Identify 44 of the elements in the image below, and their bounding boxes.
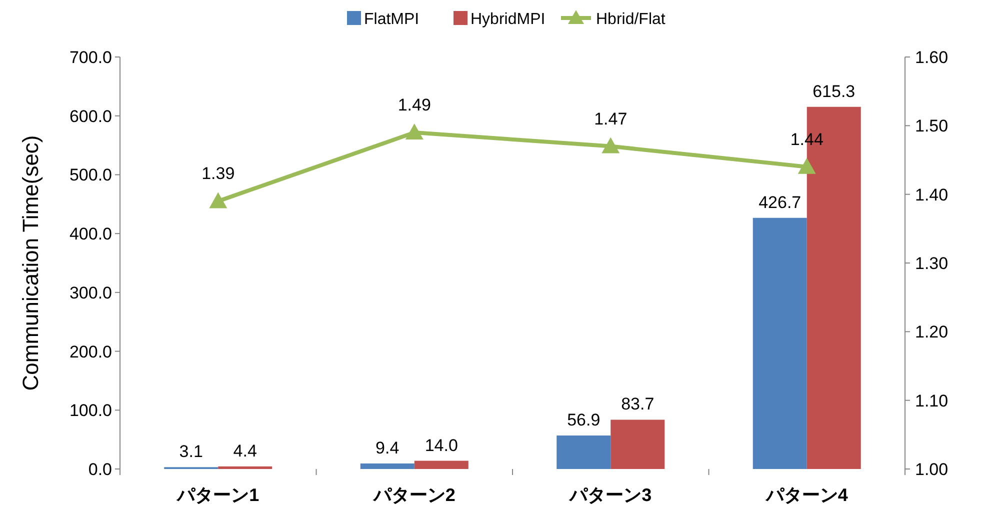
legend-label: HybridMPI xyxy=(470,11,546,28)
data-label: 1.47 xyxy=(594,109,628,128)
data-label: 9.4 xyxy=(376,438,400,458)
y2-tick-label: 1.20 xyxy=(915,322,948,342)
data-label: 14.0 xyxy=(424,436,458,455)
y-tick-label: 100.0 xyxy=(69,401,112,420)
legend-label: Hbrid/Flat xyxy=(596,11,666,28)
point xyxy=(798,158,816,174)
data-label: 426.7 xyxy=(758,192,802,212)
y2-tick-label: 1.60 xyxy=(915,48,948,67)
x-tick-label: パターン4 xyxy=(764,485,848,505)
data-label: 1.39 xyxy=(202,164,235,184)
y2-tick-label: 1.50 xyxy=(915,116,948,136)
bar xyxy=(610,420,665,469)
y-tick-label: 500.0 xyxy=(69,166,112,185)
point xyxy=(602,137,620,154)
legend-label: FlatMPI xyxy=(364,11,420,28)
bar xyxy=(752,218,807,469)
y-axis-title: Communication Time(sec) xyxy=(18,135,43,391)
y2-tick-label: 1.30 xyxy=(915,254,948,273)
y-tick-label: 300.0 xyxy=(69,283,112,302)
data-label: 615.3 xyxy=(812,82,856,101)
y-tick-label: 700.0 xyxy=(69,48,112,67)
data-label: 3.1 xyxy=(179,442,203,462)
x-tick-label: パターン3 xyxy=(568,485,652,505)
data-label: 83.7 xyxy=(621,394,654,414)
data-label: 1.49 xyxy=(398,96,431,115)
y-tick-label: 400.0 xyxy=(69,224,112,244)
x-tick-label: パターン2 xyxy=(372,485,456,505)
y-tick-label: 600.0 xyxy=(69,106,112,126)
bar xyxy=(360,463,414,469)
y2-tick-label: 1.10 xyxy=(915,391,948,410)
point xyxy=(405,124,424,140)
y-tick-label: 0.0 xyxy=(88,460,112,479)
data-label: 56.9 xyxy=(567,410,600,430)
y2-tick-label: 1.40 xyxy=(915,185,948,204)
point xyxy=(209,192,228,208)
bar xyxy=(556,436,611,469)
bar xyxy=(414,460,468,469)
y-tick-label: 200.0 xyxy=(69,342,112,362)
data-label: 4.4 xyxy=(233,441,257,460)
y2-tick-label: 1.00 xyxy=(915,460,948,479)
x-tick-label: パターン1 xyxy=(176,485,260,505)
bar xyxy=(218,466,272,469)
